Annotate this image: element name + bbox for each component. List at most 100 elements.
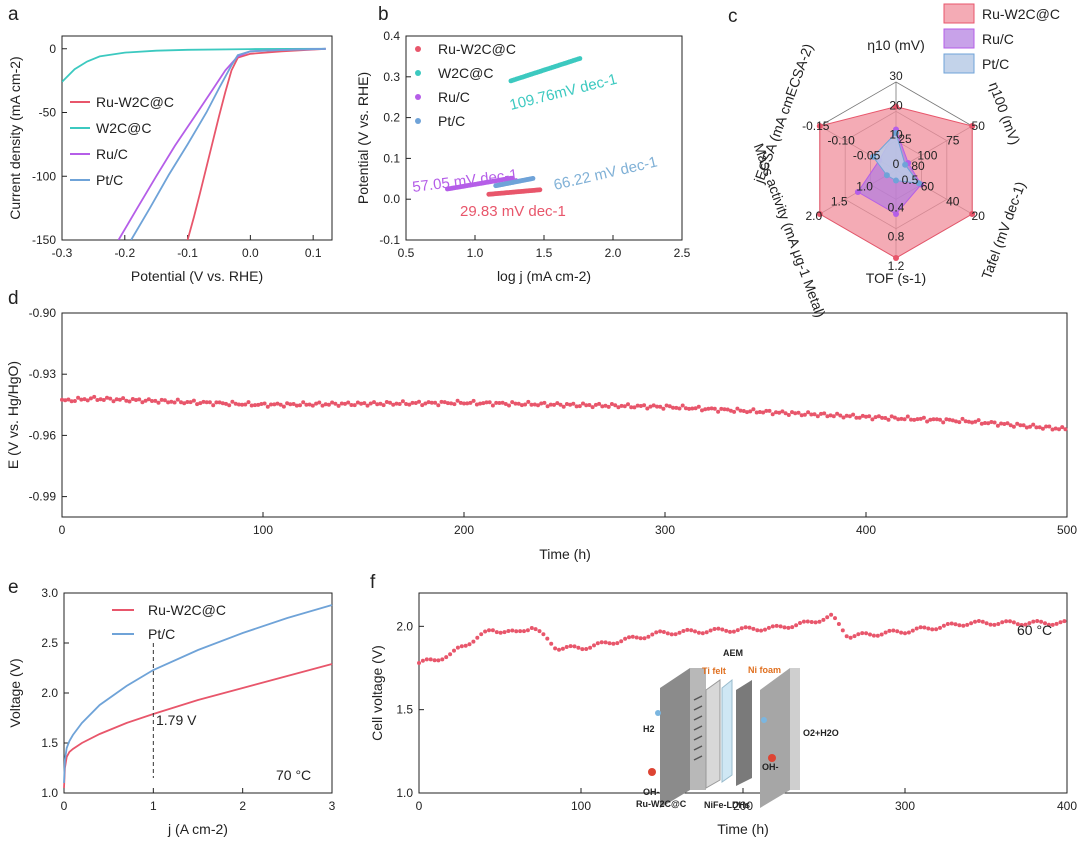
legend-swatch <box>415 70 421 76</box>
data-point <box>693 406 698 411</box>
data-point <box>498 630 503 635</box>
radar-axis-title: η100 (mV) <box>986 80 1023 147</box>
data-point <box>892 415 897 420</box>
data-point <box>233 401 238 406</box>
data-point <box>627 635 631 640</box>
data-point <box>989 420 994 424</box>
data-point <box>581 401 585 406</box>
data-point <box>146 397 151 402</box>
h2-bubble <box>655 710 661 716</box>
data-point <box>626 402 630 407</box>
data-point <box>945 622 950 626</box>
data-point <box>285 401 290 406</box>
legend-swatch <box>415 46 421 52</box>
data-point <box>314 401 319 406</box>
data-point <box>638 404 643 408</box>
data-point <box>557 647 561 652</box>
panel-a-xtick-label: 0.0 <box>242 246 259 260</box>
data-point <box>953 622 958 627</box>
data-point <box>681 629 686 633</box>
data-point <box>98 397 103 402</box>
data-point <box>748 409 753 414</box>
data-point <box>667 404 672 409</box>
panel-b-xtick-label: 1.5 <box>536 246 553 260</box>
data-point <box>941 420 946 425</box>
data-point <box>1034 425 1039 430</box>
data-point <box>217 400 222 405</box>
data-point <box>759 628 764 633</box>
data-point <box>593 402 598 407</box>
data-point <box>796 410 801 415</box>
data-point <box>777 410 782 415</box>
data-point <box>638 636 643 641</box>
data-point <box>809 620 814 624</box>
data-point <box>63 398 68 403</box>
series-line-Pt/C <box>130 47 326 240</box>
data-point <box>763 627 767 632</box>
data-point <box>134 398 138 402</box>
panel-a-ytick-label: 0 <box>49 42 56 56</box>
data-point <box>323 402 328 407</box>
data-point <box>428 657 433 662</box>
data-point <box>735 406 740 411</box>
data-point <box>346 400 351 405</box>
legend-swatch <box>943 3 975 24</box>
data-point <box>903 631 907 636</box>
data-point <box>905 414 910 419</box>
data-point <box>635 403 640 408</box>
data-point <box>603 403 608 408</box>
series-line-Ru-W2C@C <box>186 47 326 240</box>
x-axis-label: Time (h) <box>717 821 769 837</box>
data-point <box>310 403 315 408</box>
data-point <box>979 421 984 426</box>
data-point <box>1011 620 1016 625</box>
inset-label: Ru-W2C@C <box>636 799 687 809</box>
data-point <box>330 400 335 405</box>
data-point <box>584 403 589 408</box>
data-point <box>992 622 997 627</box>
data-point <box>275 401 280 406</box>
data-point <box>555 401 560 406</box>
data-point <box>1062 619 1067 624</box>
radar-point <box>902 161 909 168</box>
data-point <box>532 402 537 407</box>
data-point <box>455 398 460 403</box>
data-point <box>577 404 582 409</box>
data-point <box>918 625 923 630</box>
data-point <box>879 632 884 637</box>
data-point <box>673 632 678 637</box>
data-point <box>961 623 966 628</box>
data-point <box>856 632 861 637</box>
legend-label: Ru/C <box>982 31 1014 47</box>
end-plate-right <box>760 668 790 808</box>
data-point <box>988 622 993 627</box>
data-point <box>519 403 524 408</box>
data-point <box>121 396 126 401</box>
radar-axis-title: jECSA (mA cmECSA-2) <box>750 41 816 186</box>
data-point <box>549 641 554 646</box>
data-point <box>172 400 177 405</box>
data-point <box>423 401 428 406</box>
data-point <box>747 625 752 630</box>
radar-tick-label: 20 <box>972 209 986 223</box>
data-point <box>600 404 605 409</box>
data-point <box>359 401 364 406</box>
data-point <box>201 399 206 404</box>
radar-tick-label: 75 <box>946 134 960 148</box>
radar-axis-title: TOF (s-1) <box>866 270 926 286</box>
data-point <box>938 625 942 630</box>
panel-a-ytick-label: -100 <box>32 169 56 183</box>
panel-d-frame <box>61 312 1068 518</box>
radar-point <box>893 103 899 110</box>
panel-a-xtick-label: -0.1 <box>177 246 198 260</box>
data-point <box>137 397 142 402</box>
data-point <box>82 397 87 402</box>
data-point <box>479 632 484 637</box>
data-point <box>372 400 376 405</box>
data-point <box>400 399 405 404</box>
data-point <box>465 401 470 406</box>
panel-e-frame <box>63 592 333 794</box>
data-point <box>1057 427 1061 432</box>
panel-d-ytick-label: -0.99 <box>29 490 57 504</box>
data-point <box>786 625 791 630</box>
